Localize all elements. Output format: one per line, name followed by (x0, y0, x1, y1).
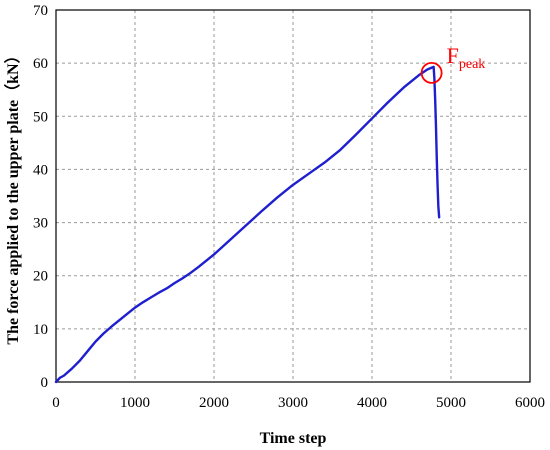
peak-annotation: Fpeak (420, 43, 486, 84)
x-tick-labels: 0 1000 2000 3000 4000 5000 6000 (52, 395, 545, 411)
y-axis-title: The force applied to the upper plate（kN） (4, 47, 22, 344)
y-tick-labels: 0 10 20 30 40 50 60 70 (33, 3, 48, 391)
series-line-0 (54, 65, 441, 384)
y-tick-label: 10 (33, 322, 48, 338)
x-tick-label: 3000 (278, 395, 308, 411)
y-tick-label: 30 (33, 216, 48, 232)
plot-area-frame (55, 9, 531, 383)
x-tick-label: 5000 (436, 395, 466, 411)
y-tick-label: 40 (33, 162, 48, 178)
peak-label-main: F (447, 43, 459, 68)
x-tick-label: 6000 (515, 395, 545, 411)
y-tick-label: 60 (33, 56, 48, 72)
y-tick-label: 70 (33, 3, 48, 19)
y-tick-label: 50 (33, 109, 48, 125)
peak-label-subscript: peak (459, 57, 485, 72)
x-tick-label: 2000 (199, 395, 229, 411)
x-tick-label: 0 (52, 395, 60, 411)
x-tick-label: 4000 (357, 395, 387, 411)
x-tick-label: 1000 (120, 395, 150, 411)
peak-label: Fpeak (447, 43, 486, 72)
grid-lines (56, 10, 530, 382)
y-tick-label: 0 (41, 375, 49, 391)
y-tick-label: 20 (33, 269, 48, 285)
series-group (54, 65, 441, 384)
x-axis-title: Time step (260, 430, 327, 447)
peak-marker-circle (420, 61, 443, 84)
